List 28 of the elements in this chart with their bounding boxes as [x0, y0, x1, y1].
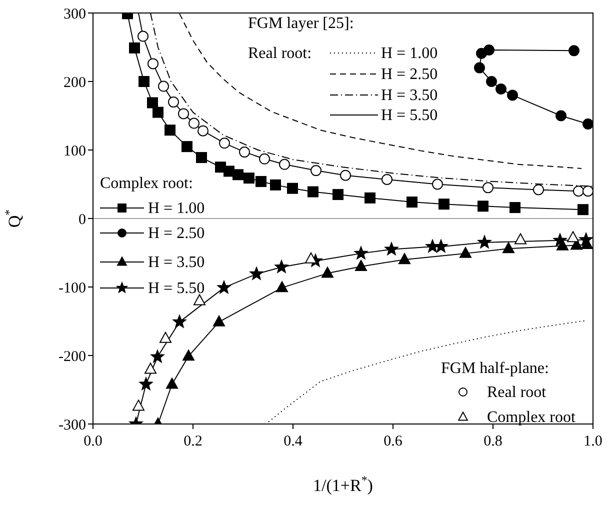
x-tick-label: 0.0 [84, 434, 102, 450]
y-tick-label: 300 [64, 6, 86, 22]
y-tick-label: 0 [78, 212, 86, 228]
legend-label: H = 1.00 [148, 200, 205, 217]
legend-label: H = 2.50 [381, 66, 438, 83]
x-tick-label: 0.6 [384, 434, 403, 450]
x-axis-title: 1/(1+R$^{*}$) [313, 473, 373, 495]
legend-label: H = 3.50 [381, 87, 438, 104]
annotation: Real root: [248, 45, 312, 62]
legend-label: H = 1.00 [381, 45, 438, 62]
legend-label: H = 3.50 [148, 254, 205, 271]
annotation: FGM half-plane: [441, 360, 549, 377]
x-tick-label: 0.2 [184, 434, 202, 450]
y-tick-label: -200 [58, 348, 86, 365]
y-tick-label: -300 [58, 417, 86, 434]
legend-label: H = 5.50 [381, 107, 438, 124]
legend-label: Complex root [487, 409, 576, 426]
annotation: Complex root: [100, 175, 193, 192]
legend-title: FGM layer [25]: [248, 15, 354, 32]
y-tick-label: 100 [64, 143, 86, 160]
x-tick-label: 1.0 [584, 434, 602, 450]
legend-label: H = 2.50 [148, 225, 205, 242]
y-tick-label: -100 [58, 280, 86, 296]
legend-label: Real root [487, 384, 547, 401]
legend-label: H = 5.50 [148, 280, 205, 297]
x-tick-label: 0.4 [284, 434, 303, 450]
y-tick-label: 200 [64, 74, 86, 91]
x-tick-label: 0.8 [484, 434, 502, 450]
